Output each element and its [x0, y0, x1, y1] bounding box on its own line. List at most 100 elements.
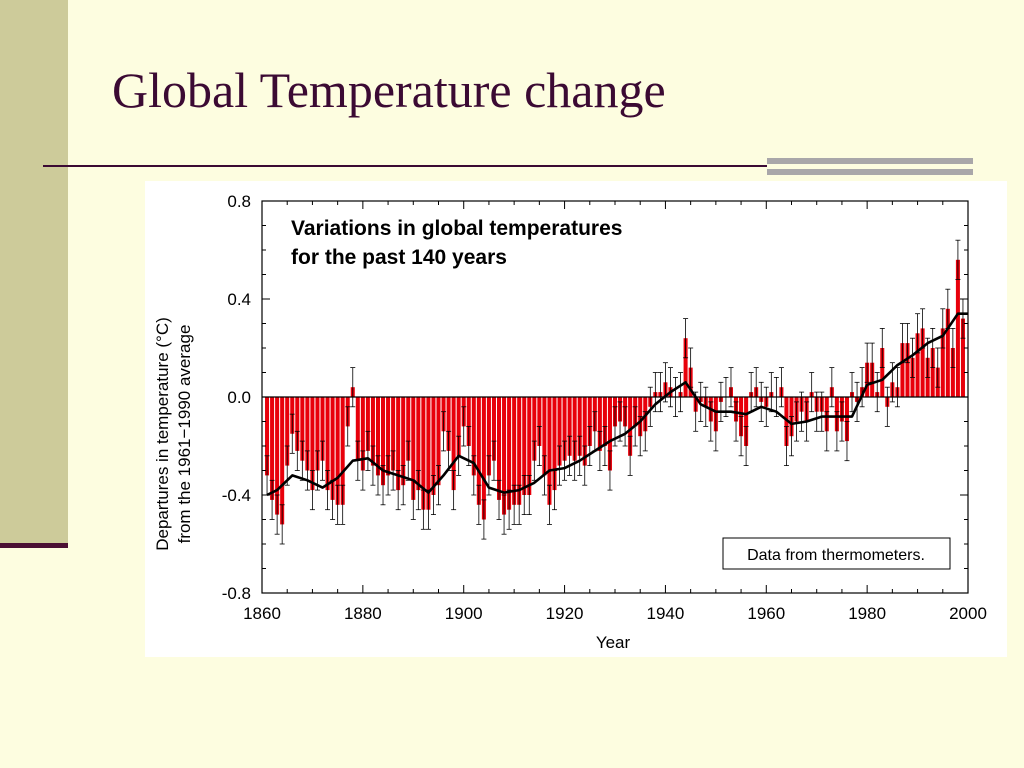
error-bar — [839, 401, 845, 442]
smoothed-trend-line — [266, 312, 968, 497]
temperature-bar — [522, 397, 527, 495]
error-bar — [642, 411, 648, 452]
x-tick-label: 1980 — [848, 604, 886, 623]
error-bar — [647, 386, 653, 427]
temperature-bar — [784, 397, 789, 446]
error-bar — [698, 381, 704, 422]
error-bar — [572, 440, 578, 481]
error-bar — [491, 440, 497, 481]
temperature-bar — [945, 308, 950, 397]
error-bar — [728, 367, 734, 408]
error-bar — [582, 445, 588, 486]
error-bar — [935, 347, 941, 388]
temperature-bar — [562, 397, 567, 461]
error-bar — [395, 470, 401, 511]
error-bar — [794, 401, 800, 442]
error-bar-group — [264, 239, 966, 545]
temperature-bar — [547, 397, 552, 505]
temperature-bar — [683, 338, 688, 397]
temperature-bar — [466, 397, 471, 446]
error-bar — [879, 327, 885, 369]
temperature-bar — [416, 397, 421, 491]
error-bar — [466, 425, 472, 467]
x-tick-label: 1880 — [344, 604, 382, 623]
temperature-bar — [502, 397, 507, 515]
chart-panel: 1860 1880 1900 1920 1940 1960 1980 2000 0.8 0.4 0.… — [145, 181, 1007, 657]
temperature-bar — [481, 397, 486, 520]
temperature-bar — [476, 397, 481, 505]
error-bar — [859, 367, 865, 408]
left-accent-bar — [0, 0, 68, 545]
temperature-bar — [940, 328, 945, 397]
temperature-bar — [532, 397, 537, 461]
y-tick-label: -0.8 — [222, 584, 251, 603]
temperature-bar — [950, 348, 955, 397]
temperature-bar — [572, 397, 577, 461]
error-bar — [360, 450, 366, 491]
error-bar — [481, 499, 487, 540]
temperature-bar — [360, 397, 365, 471]
y-tick-label: -0.4 — [222, 486, 251, 505]
temperature-bar — [900, 343, 905, 397]
temperature-bar — [471, 397, 476, 476]
temperature-bar — [491, 397, 496, 461]
temperature-bar — [391, 397, 396, 471]
temperature-bar — [577, 397, 582, 456]
temperature-bar — [880, 348, 885, 397]
error-bar — [436, 465, 441, 506]
title-underline — [43, 165, 767, 167]
temperature-bar — [270, 397, 275, 500]
error-bar — [370, 445, 376, 486]
error-bar — [345, 406, 351, 447]
error-bar — [930, 327, 936, 369]
error-bar — [526, 474, 532, 516]
temperature-chart: 1860 1880 1900 1920 1940 1960 1980 2000 0.8 0.4 0.… — [153, 192, 987, 652]
error-bar — [294, 430, 300, 471]
error-bar — [546, 484, 552, 525]
temperature-bar — [597, 397, 602, 451]
temperature-bar — [310, 397, 315, 491]
temperature-bar — [567, 397, 572, 456]
error-bar — [400, 465, 406, 506]
annotation-box — [722, 537, 951, 570]
error-bar — [304, 450, 310, 491]
error-bar — [940, 308, 946, 349]
error-bar — [562, 440, 568, 481]
error-bar — [738, 416, 744, 457]
temperature-bar — [265, 397, 270, 476]
decorative-grey-bar-top — [767, 158, 973, 164]
chart-title: Variations in global temperatures — [291, 217, 622, 240]
error-bar — [350, 367, 356, 408]
error-bar — [799, 391, 805, 432]
error-bar — [809, 372, 815, 413]
error-bar — [607, 450, 613, 491]
error-bar — [814, 391, 820, 432]
error-bar — [657, 372, 663, 413]
temperature-bar — [507, 397, 512, 510]
error-bar — [753, 367, 759, 408]
tick-group — [261, 200, 969, 594]
temperature-bar — [960, 318, 965, 397]
temperature-bar — [844, 397, 849, 442]
temperature-bar — [537, 397, 542, 446]
bar-group — [265, 259, 965, 525]
y-axis-label-line2: from the 1961−1990 average — [175, 325, 194, 544]
error-bar — [501, 494, 507, 535]
error-bar — [678, 372, 684, 413]
error-bar — [375, 455, 381, 496]
error-bar — [340, 484, 346, 525]
error-bar — [778, 367, 784, 408]
temperature-bar — [365, 397, 370, 451]
temperature-bar — [320, 397, 325, 461]
error-bar — [279, 504, 285, 545]
error-bar — [274, 494, 280, 535]
temperature-bar — [744, 397, 749, 446]
error-bar — [617, 401, 623, 442]
error-bar — [587, 425, 593, 467]
temperature-bar — [421, 397, 426, 510]
temperature-bar — [386, 397, 391, 476]
temperature-bar — [325, 397, 330, 491]
error-bar — [577, 435, 583, 476]
error-bar — [309, 470, 315, 511]
temperature-bar — [517, 397, 522, 505]
